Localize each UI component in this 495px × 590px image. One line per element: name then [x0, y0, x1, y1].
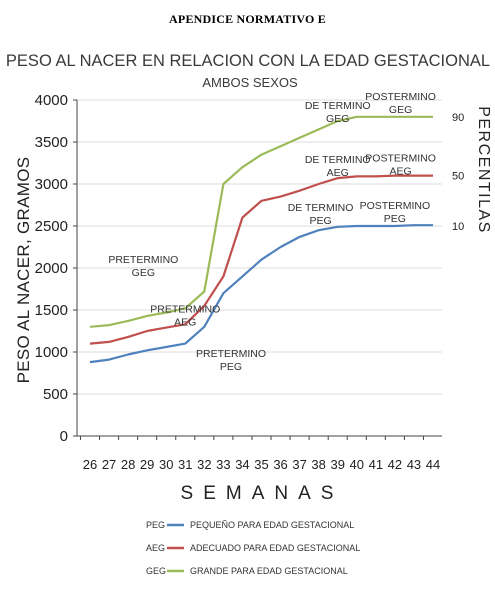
y-tick-label: 4000 — [35, 92, 68, 109]
x-axis-label: SEMANAS — [181, 483, 344, 504]
annotation: PRETERMINO AEG — [150, 304, 220, 329]
series-line-geg — [89, 115, 433, 328]
series-line-peg — [89, 224, 433, 364]
chart-subtitle: AMBOS SEXOS — [202, 75, 298, 90]
y-tick-label: 3500 — [35, 134, 68, 151]
series-lines — [89, 115, 433, 364]
x-tick-label: 29 — [140, 457, 154, 472]
page-heading: APENDICE NORMATIVO E — [169, 12, 326, 26]
annotation: DE TERMINO GEG — [305, 100, 371, 125]
legend-code: AEG — [146, 543, 165, 553]
legend-label: ADECUADO PARA EDAD GESTACIONAL — [190, 543, 360, 553]
y-tick-label: 2500 — [35, 218, 68, 235]
x-tick-label: 43 — [407, 457, 421, 472]
percentile-label: 10 — [452, 221, 464, 233]
x-tick-label: 44 — [426, 457, 440, 472]
chart-title: PESO AL NACER EN RELACION CON LA EDAD GE… — [6, 52, 490, 70]
percentile-axis-label: PERCENTILAS — [475, 106, 492, 234]
x-tick-label: 27 — [102, 457, 116, 472]
percentile-label: 50 — [452, 171, 464, 183]
y-tick-label: 0 — [60, 428, 68, 445]
x-tick-label: 34 — [235, 457, 249, 472]
annotation: POSTERMINO AEG — [365, 152, 436, 177]
y-tick-label: 3000 — [35, 176, 68, 193]
x-tick-label: 32 — [197, 457, 211, 472]
annotation: DE TERMINO PEG — [288, 202, 354, 227]
annotation: PRETERMINO GEG — [108, 254, 178, 279]
x-tick-label: 41 — [369, 457, 383, 472]
axes — [73, 99, 442, 440]
percentile-label: 90 — [452, 112, 464, 124]
y-tick-labels: 0 500 1000 1500 2000 2500 3000 3500 4000 — [35, 92, 68, 445]
x-tick-label: 33 — [216, 457, 230, 472]
x-tick-label: 28 — [121, 457, 135, 472]
x-tick-label: 26 — [83, 457, 97, 472]
x-tick-label: 37 — [292, 457, 306, 472]
annotation: PRETERMINO PEG — [196, 348, 266, 373]
legend-label: PEQUEÑO PARA EDAD GESTACIONAL — [190, 520, 354, 530]
annotation: POSTERMINO GEG — [365, 91, 436, 116]
annotation: POSTERMINO PEG — [360, 200, 431, 225]
x-tick-label: 40 — [350, 457, 364, 472]
x-tick-label: 30 — [159, 457, 173, 472]
x-tick-labels: 26 27 28 29 30 31 32 33 34 35 36 37 38 39 40 41 42 43 44 — [83, 457, 440, 472]
legend-code: PEG — [146, 520, 165, 530]
x-tick-label: 36 — [273, 457, 287, 472]
x-tick-label: 39 — [330, 457, 344, 472]
y-tick-label: 2000 — [35, 260, 68, 277]
percentile-labels: 90 50 10 — [452, 112, 464, 233]
x-tick-label: 42 — [388, 457, 402, 472]
legend: PEG PEQUEÑO PARA EDAD GESTACIONAL AEG ADECU… — [146, 520, 360, 576]
x-tick-label: 31 — [178, 457, 192, 472]
legend-label: GRANDE PARA EDAD GESTACIONAL — [190, 566, 348, 576]
series-line-aeg — [89, 174, 433, 345]
y-axis-label: PESO AL NACER, GRAMOS — [14, 157, 33, 384]
y-tick-label: 1500 — [35, 302, 68, 319]
legend-code: GEG — [146, 566, 166, 576]
x-tick-label: 35 — [254, 457, 268, 472]
x-tick-label: 38 — [311, 457, 325, 472]
annotation: DE TERMINO AEG — [305, 154, 371, 179]
y-tick-label: 500 — [43, 386, 68, 403]
y-tick-label: 1000 — [35, 344, 68, 361]
